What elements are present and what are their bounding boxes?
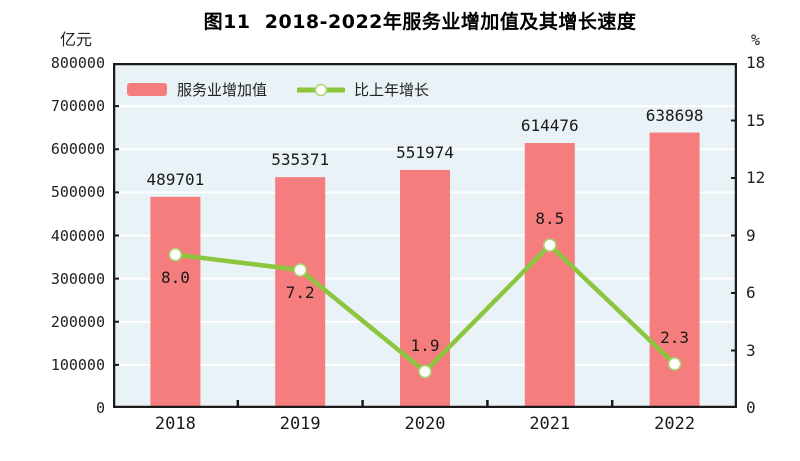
line-series-glyph <box>297 83 346 96</box>
growth-value-label: 2.3 <box>660 327 690 347</box>
y-axis-right-label: 6 <box>746 283 756 302</box>
bar-value-label: 638698 <box>645 105 704 125</box>
bar-value-label: 614476 <box>520 116 579 135</box>
x-axis-label-2019: 2019 <box>279 414 321 434</box>
y-axis-right-label: 0 <box>746 398 756 417</box>
x-axis-label-2018: 2018 <box>154 414 196 434</box>
bar-2021 <box>524 143 575 408</box>
bar-2019 <box>275 177 326 408</box>
marker-2019 <box>293 263 307 277</box>
plot-border <box>113 63 737 408</box>
legend-bar-label: 服务业增加值 <box>177 81 268 99</box>
y-axis-left-label: 0 <box>95 399 105 417</box>
growth-value-label: 1.9 <box>410 335 440 355</box>
y-axis-left-label: 800000 <box>50 54 105 72</box>
y-axis-right-label: 3 <box>746 340 756 360</box>
legend-item-bar: 服务业增加值 <box>127 79 267 100</box>
y-axis-left-label: 700000 <box>50 97 105 116</box>
y-axis-left-label: 100000 <box>50 355 105 374</box>
y-axis-right-label: 12 <box>746 168 766 187</box>
y-axis-left-label: 600000 <box>50 140 105 159</box>
x-axis-label-2020: 2020 <box>404 414 446 434</box>
bar-value-label: 551974 <box>396 142 454 162</box>
bar-2018 <box>150 196 201 408</box>
growth-value-label: 8.5 <box>535 209 565 229</box>
legend-line-label: 比上年增长 <box>354 81 430 99</box>
bar-value-label: 489701 <box>146 169 205 189</box>
chart-plot-area <box>113 63 737 408</box>
left-axis-unit: 亿元 <box>60 30 93 49</box>
y-axis-right-label: 15 <box>746 110 766 130</box>
legend-item-line: 比上年增长 <box>267 79 429 100</box>
y-axis-left-label: 400000 <box>50 226 105 245</box>
y-axis-right-label: 9 <box>746 225 756 245</box>
right-axis-unit: % <box>751 31 761 49</box>
legend-marker <box>314 83 328 96</box>
y-axis-left-label: 500000 <box>50 183 105 202</box>
bar-value-label: 535371 <box>271 150 330 170</box>
y-axis-left-label: 300000 <box>50 269 105 288</box>
marker-2021 <box>543 238 557 252</box>
growth-value-label: 7.2 <box>285 283 315 302</box>
y-axis-right-label: 18 <box>746 53 766 72</box>
y-axis-left-label: 200000 <box>50 312 105 331</box>
bar-series-swatch <box>127 83 167 96</box>
x-axis-label-2021: 2021 <box>529 414 571 434</box>
chart-title: 图11 2018-2022年服务业增加值及其增长速度 <box>203 11 637 33</box>
x-axis-label-2022: 2022 <box>654 414 696 434</box>
marker-2018 <box>168 247 183 262</box>
chart-legend: 服务业增加值 比上年增长 <box>127 79 429 100</box>
marker-2022 <box>667 357 682 371</box>
marker-2020 <box>418 364 432 379</box>
growth-value-label: 8.0 <box>160 267 190 287</box>
